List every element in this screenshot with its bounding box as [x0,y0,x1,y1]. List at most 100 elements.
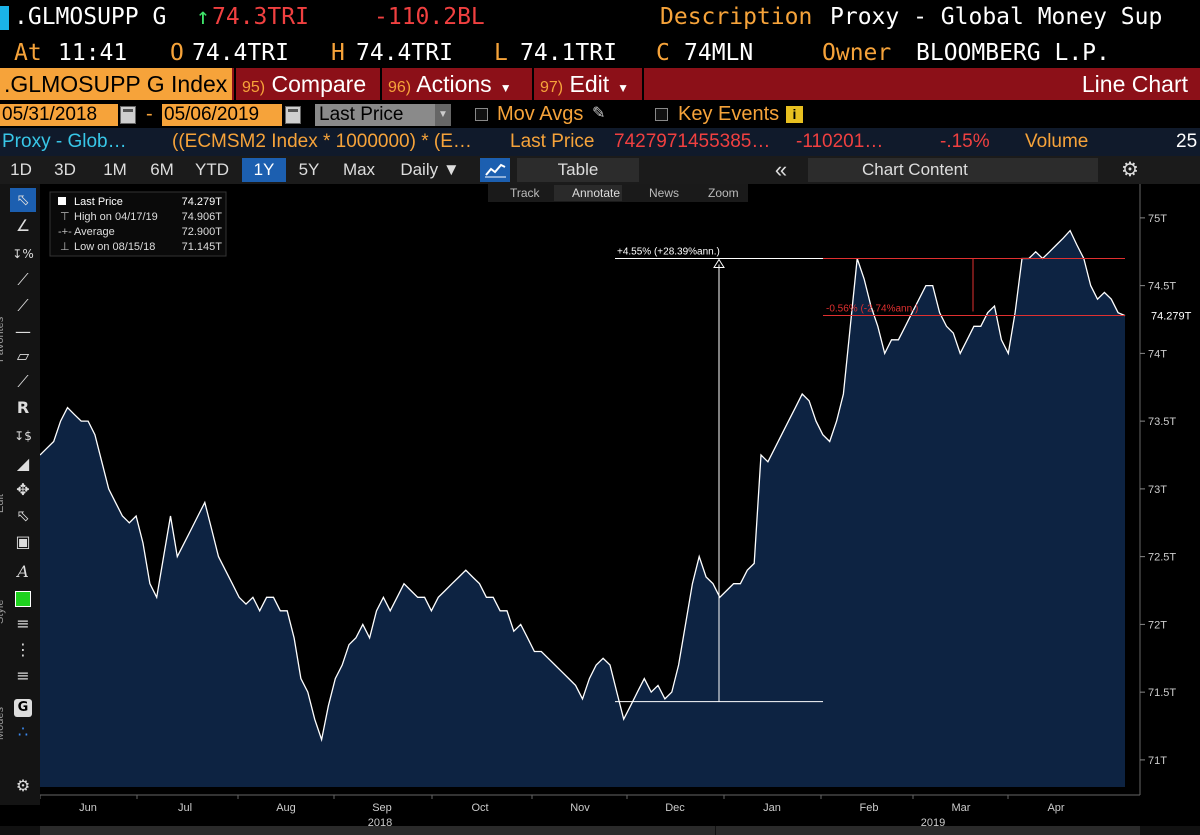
range-6m[interactable]: 6M [150,160,174,179]
gear-icon[interactable]: ⚙ [15,776,31,795]
annotate-icon[interactable]: ∠ [15,216,31,235]
axis-layer: 71T 71.5T 72T 72.5T 73T 73.5T 74T 74.5T 75T Jun Ju… [40,184,1199,826]
scroll-segment-right [716,826,1140,835]
owner-label: Owner [822,40,892,66]
x-tick-label: Nov [570,802,590,814]
area-layer [40,229,1126,788]
series-value: 7427971455385… [614,131,771,152]
y-tick-label: 72T [1148,619,1167,631]
ray-icon[interactable]: ⟋ [17,296,29,315]
dollar-tool-icon[interactable]: ↧$ [14,429,32,443]
high-value: 74.4TRI [356,40,453,66]
edit-menu[interactable]: 97) Edit ▼ [532,68,640,100]
trendline-icon[interactable]: ⟋ [17,270,29,289]
table-button[interactable]: Table [517,158,639,182]
open-value: 74.4TRI [192,40,289,66]
y-tick-label: 75T [1148,213,1167,225]
last-price-tag: 74.279T [1151,311,1192,323]
start-date-input[interactable]: 05/31/2018 [0,104,118,126]
x-tick-label: Apr [1047,802,1064,814]
series-name: Proxy - Glob… [2,131,127,152]
series-row: Proxy - Glob… ((ECMSM2 Index * 1000000) … [0,128,1200,156]
price-field-select[interactable]: Last Price ▼ [315,104,451,126]
y-tick-label: 74.5T [1148,281,1176,293]
command-bar-fill [642,68,1200,100]
legend-low-value: 71.145T [182,241,223,253]
move-icon[interactable]: ✥ [16,480,30,499]
regression-icon[interactable]: R [16,398,30,417]
bottom-scrollbar[interactable] [0,826,1200,835]
owner-value: BLOOMBERG L.P. [916,40,1110,66]
select-icon[interactable]: ⬁ [16,506,30,525]
cursor-icon[interactable]: ⬁ [10,188,36,212]
legend-average-value: 72.900T [182,226,223,238]
chart-content-label: Chart Content [862,160,968,179]
edit-label: Edit [0,494,6,514]
track-tool[interactable]: Track [510,186,541,200]
quote-row: At 11:41 O 74.4TRI H 74.4TRI L 74.1TRI C… [0,36,1200,68]
x-tick-label: Jul [178,802,192,814]
channel-icon[interactable]: ▱ [16,346,30,365]
collapse-button[interactable]: « [774,157,788,182]
period-select[interactable]: Daily ▼ [400,160,460,179]
line-style-icon[interactable]: ≡ [16,614,30,633]
at-label: At [14,40,42,66]
line-chart[interactable]: +4.55% (+28.39%ann.)-0.56% (-2.74%ann.) … [40,184,1200,826]
snap-icon[interactable]: G [10,694,36,718]
draw-icon[interactable]: ⟋ [17,372,29,391]
info-icon[interactable]: i [786,106,803,123]
series-change: -110201… [796,131,884,152]
price-field-value: Last Price [319,104,404,125]
annotate-tool[interactable]: Annotate [572,186,620,200]
key-events-checkbox[interactable] [655,108,668,121]
line-weight-icon[interactable]: ≡ [16,666,30,685]
color-picker-icon[interactable] [10,586,36,610]
style-label: Style [0,599,6,625]
series-area [40,230,1125,788]
actions-label: Actions [416,71,492,97]
range-1m[interactable]: 1M [103,160,127,179]
range-3d[interactable]: 3D [54,160,76,179]
compare-label: Compare [271,71,367,97]
y-tick-label: 71.5T [1148,687,1176,699]
volume-label: Volume [1025,131,1089,152]
range-5y[interactable]: 5Y [298,160,320,179]
news-tool[interactable]: News [649,186,679,200]
line-chart-icon[interactable] [480,158,510,182]
trash-icon[interactable]: ▣ [15,532,31,551]
series-formula: ((ECMSM2 Index * 1000000) * (E… [172,131,472,152]
compare-button[interactable]: 95) Compare [234,68,378,100]
modes-label: Modes [0,706,6,740]
range-1d[interactable]: 1D [10,160,32,179]
pencil-icon[interactable]: ✎ [592,105,606,122]
description-value: Proxy - Global Money Sup [830,4,1163,30]
mode-dots-icon[interactable]: ∴ [17,722,29,741]
mov-avgs-checkbox[interactable] [475,108,488,121]
average-marker-icon: -+- [58,226,72,238]
line-dash-icon[interactable]: ⋮ [15,640,31,659]
calendar-icon[interactable] [285,106,301,124]
range-max[interactable]: Max [342,160,376,179]
legend-average-label: Average [74,226,115,238]
y-tick-label: 74T [1148,348,1167,360]
range-1y[interactable]: 1Y [242,158,286,182]
end-date-input[interactable]: 05/06/2019 [162,104,282,126]
y-tick-label: 73.5T [1148,416,1176,428]
range-ytd[interactable]: YTD [195,160,229,179]
percent-tool-icon[interactable]: ↧% [12,247,34,261]
compare-num: 95) [242,79,266,96]
chart-type-title: Line Chart [1081,71,1188,97]
date-separator: - [146,103,153,125]
fibonacci-icon[interactable]: ◢ [16,454,30,473]
gear-icon[interactable]: ⚙ [1121,159,1139,181]
zoom-tool[interactable]: Zoom [708,186,739,200]
security-input[interactable]: .GLMOSUPP G Index [0,68,232,100]
horizontal-line-icon[interactable]: — [15,322,31,341]
text-tool-icon[interactable]: A [17,562,29,581]
series-pct: -.15% [940,131,990,152]
volume-value: 25 [1176,131,1198,152]
chevron-down-icon: ▼ [435,104,451,126]
calendar-icon[interactable] [120,106,136,124]
chart-content-button[interactable]: Chart Content [808,158,1098,182]
actions-menu[interactable]: 96) Actions ▼ [380,68,530,100]
